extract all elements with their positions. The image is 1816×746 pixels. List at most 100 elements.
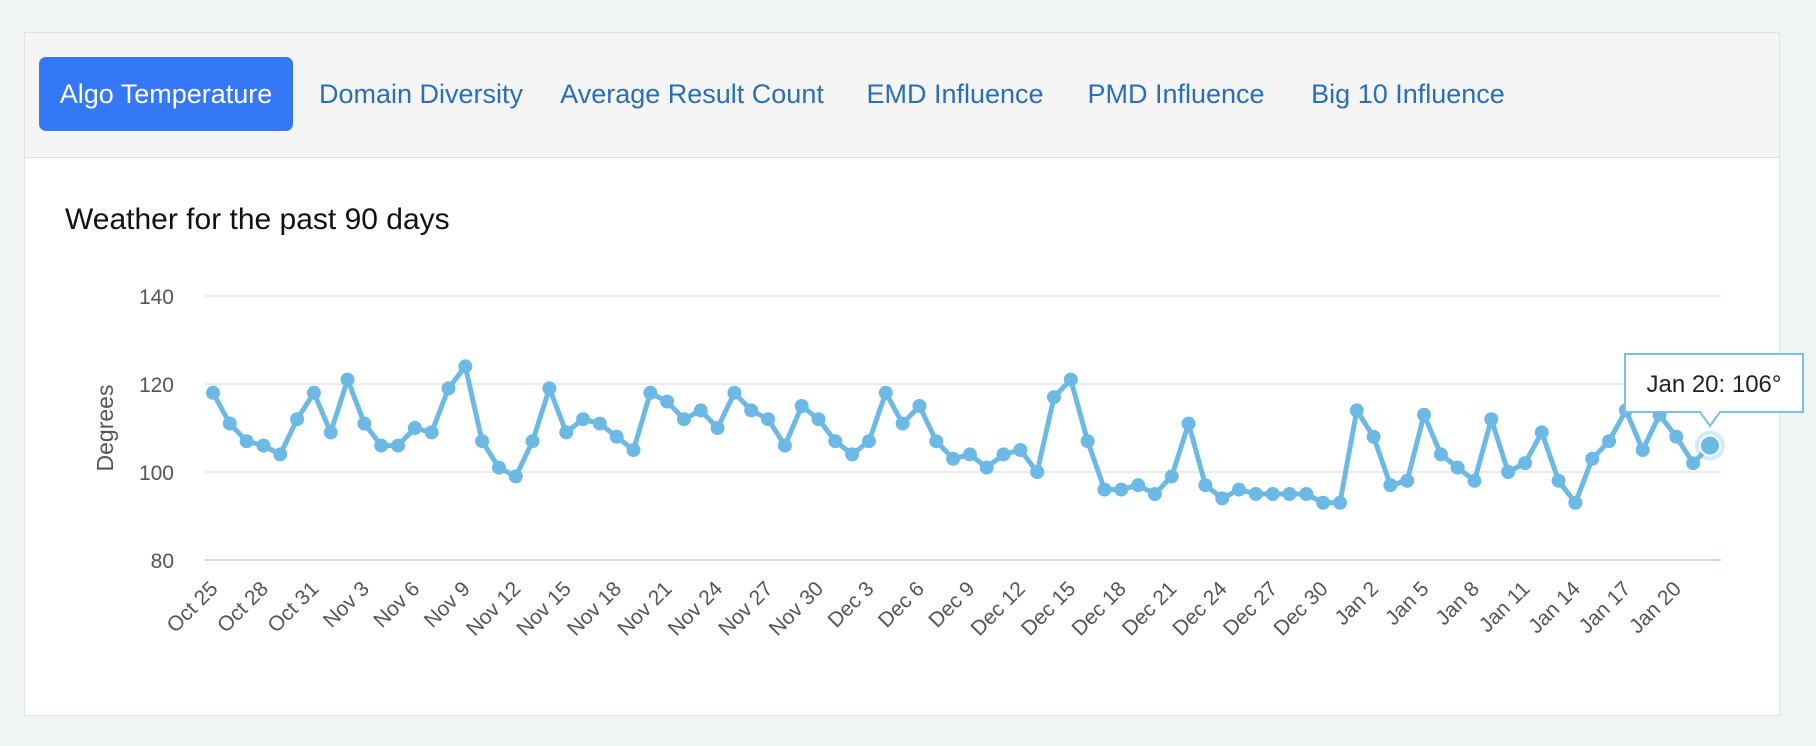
data-point[interactable] xyxy=(592,416,607,431)
x-tick-label: Oct 28 xyxy=(213,577,273,637)
data-point[interactable] xyxy=(1198,478,1213,493)
data-point[interactable] xyxy=(1282,487,1297,501)
data-point[interactable] xyxy=(1484,412,1499,427)
data-point[interactable] xyxy=(273,447,288,462)
data-point[interactable] xyxy=(1215,491,1230,506)
data-point[interactable] xyxy=(1147,487,1162,501)
data-point[interactable] xyxy=(996,447,1011,462)
data-point[interactable] xyxy=(206,385,220,400)
data-point[interactable] xyxy=(1383,478,1398,493)
data-point[interactable] xyxy=(1316,495,1331,510)
data-point[interactable] xyxy=(1013,443,1028,457)
data-point[interactable] xyxy=(912,399,927,413)
data-point[interactable] xyxy=(777,438,792,453)
data-point[interactable] xyxy=(626,443,641,457)
data-point[interactable] xyxy=(1635,443,1650,457)
data-point[interactable] xyxy=(1602,434,1617,449)
data-point[interactable] xyxy=(239,434,254,449)
data-point[interactable] xyxy=(1501,465,1516,479)
tab-average-result-count[interactable]: Average Result Count xyxy=(560,78,824,109)
data-point[interactable] xyxy=(357,416,372,431)
data-point[interactable] xyxy=(693,403,708,418)
x-tick-label: Jan 5 xyxy=(1381,577,1434,630)
data-point[interactable] xyxy=(676,412,691,427)
data-point[interactable] xyxy=(1332,495,1347,510)
data-point[interactable] xyxy=(542,381,557,396)
data-point[interactable] xyxy=(845,447,860,462)
data-point[interactable] xyxy=(525,434,540,449)
data-point[interactable] xyxy=(979,460,994,475)
data-point[interactable] xyxy=(609,429,624,444)
data-point[interactable] xyxy=(828,434,843,449)
tab-domain-diversity[interactable]: Domain Diversity xyxy=(318,78,524,109)
data-point[interactable] xyxy=(1164,469,1179,484)
data-point[interactable] xyxy=(1517,456,1532,471)
data-point[interactable] xyxy=(323,425,338,440)
data-point[interactable] xyxy=(475,434,490,449)
data-point[interactable] xyxy=(1450,460,1465,475)
data-point[interactable] xyxy=(1030,465,1045,479)
data-point[interactable] xyxy=(794,399,809,413)
data-point[interactable] xyxy=(1366,429,1381,444)
data-point[interactable] xyxy=(407,421,422,435)
data-point[interactable] xyxy=(559,425,574,440)
data-point[interactable] xyxy=(1400,473,1415,488)
data-point[interactable] xyxy=(1349,403,1364,418)
data-point[interactable] xyxy=(1248,487,1263,501)
data-point[interactable] xyxy=(1551,473,1566,488)
data-point[interactable] xyxy=(811,412,826,427)
data-point[interactable] xyxy=(1299,487,1314,501)
data-point[interactable] xyxy=(1232,482,1247,497)
x-tick-label: Nov 12 xyxy=(462,577,525,640)
data-point[interactable] xyxy=(1047,390,1061,405)
data-point[interactable] xyxy=(727,385,742,400)
data-point[interactable] xyxy=(458,359,473,374)
data-point[interactable] xyxy=(962,447,977,462)
data-point[interactable] xyxy=(1114,482,1129,497)
data-point[interactable] xyxy=(1585,451,1600,466)
data-point[interactable] xyxy=(660,394,675,409)
data-point[interactable] xyxy=(441,381,456,396)
data-point[interactable] xyxy=(508,469,523,484)
tab-emd-influence[interactable]: EMD Influence xyxy=(866,78,1044,109)
tab-big-10-influence[interactable]: Big 10 Influence xyxy=(1311,78,1505,109)
data-point[interactable] xyxy=(576,412,591,427)
data-point[interactable] xyxy=(306,385,321,400)
data-point[interactable] xyxy=(1265,487,1280,501)
data-point[interactable] xyxy=(878,385,893,400)
tab-pmd-influence[interactable]: PMD Influence xyxy=(1087,78,1265,109)
data-point[interactable] xyxy=(643,385,658,400)
data-point[interactable] xyxy=(761,412,776,427)
data-point[interactable] xyxy=(424,425,439,440)
data-point[interactable] xyxy=(1097,482,1112,497)
data-point[interactable] xyxy=(1433,447,1448,462)
y-tick-label: 140 xyxy=(139,286,174,309)
data-point[interactable] xyxy=(1534,425,1549,440)
data-point[interactable] xyxy=(710,421,725,435)
data-point[interactable] xyxy=(929,434,944,449)
data-point[interactable] xyxy=(861,434,876,449)
data-point[interactable] xyxy=(1181,416,1196,431)
data-point[interactable] xyxy=(1568,495,1583,510)
data-point[interactable] xyxy=(1063,372,1078,387)
data-point[interactable] xyxy=(491,460,506,475)
data-point[interactable] xyxy=(256,438,271,453)
data-point[interactable] xyxy=(1131,478,1146,493)
data-point[interactable] xyxy=(1417,407,1432,422)
data-point[interactable] xyxy=(1686,456,1701,471)
data-point[interactable] xyxy=(895,416,910,431)
data-point[interactable] xyxy=(1467,473,1482,488)
data-point[interactable] xyxy=(391,438,406,453)
data-point-highlighted[interactable] xyxy=(1698,434,1721,457)
data-point[interactable] xyxy=(1080,434,1095,449)
data-point[interactable] xyxy=(744,403,759,418)
data-point[interactable] xyxy=(374,438,389,453)
data-point[interactable] xyxy=(222,416,237,431)
chart-panel: Algo Temperature Domain Diversity Averag… xyxy=(24,32,1780,716)
data-point[interactable] xyxy=(1669,429,1684,444)
data-point[interactable] xyxy=(290,412,305,427)
data-point[interactable] xyxy=(340,372,355,387)
x-tick-label: Jan 20 xyxy=(1625,577,1686,638)
tab-algo-temperature[interactable]: Algo Temperature xyxy=(39,57,293,131)
data-point[interactable] xyxy=(946,451,961,466)
